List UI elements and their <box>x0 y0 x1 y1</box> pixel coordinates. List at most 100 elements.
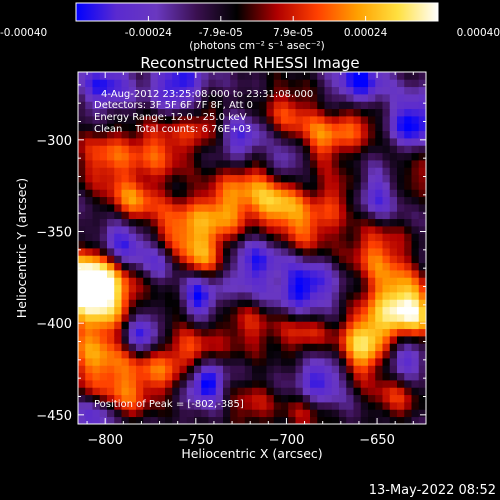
heatmap-cell <box>237 262 246 271</box>
heatmap-cell <box>99 255 108 264</box>
heatmap-cell <box>317 152 325 161</box>
heatmap-cell <box>165 255 173 264</box>
heatmap-cell <box>223 138 231 146</box>
heatmap-cell <box>418 138 426 146</box>
heatmap-cell <box>85 321 93 330</box>
heatmap-cell <box>179 123 188 132</box>
heatmap-cell <box>194 123 202 132</box>
heatmap-cell <box>215 380 224 388</box>
heatmap-cell <box>92 255 101 264</box>
heatmap-cell <box>368 321 376 330</box>
heatmap-cell <box>78 387 86 396</box>
heatmap-cell <box>85 299 93 308</box>
heatmap-cell <box>368 108 376 117</box>
heatmap-cell <box>128 336 137 344</box>
heatmap-cell <box>92 358 101 366</box>
heatmap-cell <box>252 277 260 286</box>
heatmap-cell <box>295 365 304 374</box>
heatmap-cell <box>353 86 362 95</box>
heatmap-cell <box>165 314 173 322</box>
heatmap-cell <box>186 372 195 381</box>
heatmap-cell <box>324 233 333 242</box>
heatmap-cell <box>302 94 311 102</box>
heatmap-cell <box>346 299 354 308</box>
heatmap-cell <box>368 343 376 352</box>
heatmap-cell <box>121 138 130 146</box>
heatmap-cell <box>360 262 369 271</box>
heatmap-cell <box>404 174 412 183</box>
heatmap-cell <box>411 182 420 190</box>
heatmap-cell <box>186 233 195 242</box>
heatmap-cell <box>418 387 426 396</box>
heatmap-cell <box>404 299 412 308</box>
heatmap-cell <box>244 248 253 256</box>
heatmap-cell <box>310 196 318 205</box>
heatmap-cell <box>353 72 362 80</box>
heatmap-cell <box>136 402 144 410</box>
heatmap-cell <box>273 306 282 315</box>
heatmap-cell <box>223 145 231 154</box>
heatmap-cell <box>157 145 166 154</box>
heatmap-cell <box>404 394 412 403</box>
heatmap-cell <box>310 174 318 183</box>
heatmap-cells <box>78 72 426 424</box>
heatmap-cell <box>150 248 159 256</box>
heatmap-cell <box>281 204 289 212</box>
heatmap-cell <box>186 204 195 212</box>
heatmap-cell <box>143 182 151 190</box>
heatmap-cell <box>78 372 86 381</box>
heatmap-cell <box>165 306 173 315</box>
heatmap-cell <box>331 116 340 124</box>
heatmap-cell <box>208 211 217 220</box>
heatmap-cell <box>266 211 275 220</box>
heatmap-cell <box>237 306 246 315</box>
heatmap-cell <box>259 138 267 146</box>
heatmap-cell <box>92 79 101 88</box>
heatmap-cell <box>85 233 93 242</box>
heatmap-cell <box>186 101 195 110</box>
heatmap-cell <box>237 394 246 403</box>
heatmap-cell <box>78 255 86 264</box>
heatmap-cell <box>194 270 202 278</box>
heatmap-cell <box>237 292 246 300</box>
heatmap-cell <box>114 277 122 286</box>
heatmap-cell <box>179 204 188 212</box>
heatmap-cell <box>99 108 108 117</box>
heatmap-cell <box>121 358 130 366</box>
heatmap-cell <box>121 152 130 161</box>
heatmap-cell <box>288 380 296 388</box>
heatmap-cell <box>136 218 144 227</box>
heatmap-cell <box>259 262 267 271</box>
heatmap-cell <box>273 233 282 242</box>
heatmap-cell <box>244 152 253 161</box>
heatmap-cell <box>92 240 101 249</box>
heatmap-cell <box>208 336 217 344</box>
heatmap-cell <box>418 321 426 330</box>
heatmap-cell <box>114 94 122 102</box>
heatmap-cell <box>389 123 398 132</box>
heatmap-cell <box>85 86 93 95</box>
heatmap-cell <box>397 94 405 102</box>
heatmap-cell <box>128 196 137 205</box>
heatmap-cell <box>404 292 412 300</box>
heatmap-cell <box>165 277 173 286</box>
heatmap-cell <box>411 380 420 388</box>
heatmap-cell <box>397 189 405 198</box>
heatmap-cell <box>121 189 130 198</box>
heatmap-cell <box>389 233 398 242</box>
heatmap-cell <box>259 167 267 176</box>
heatmap-cell <box>346 226 354 234</box>
heatmap-cell <box>223 101 231 110</box>
heatmap-cell <box>244 189 253 198</box>
heatmap-cell <box>310 130 318 139</box>
heatmap-cell <box>331 409 340 418</box>
heatmap-cell <box>78 101 86 110</box>
heatmap-cell <box>397 145 405 154</box>
heatmap-cell <box>143 270 151 278</box>
heatmap-cell <box>92 152 101 161</box>
heatmap-cell <box>157 226 166 234</box>
heatmap-cell <box>114 211 122 220</box>
heatmap-cell <box>208 365 217 374</box>
heatmap-cell <box>302 182 311 190</box>
heatmap-cell <box>324 130 333 139</box>
